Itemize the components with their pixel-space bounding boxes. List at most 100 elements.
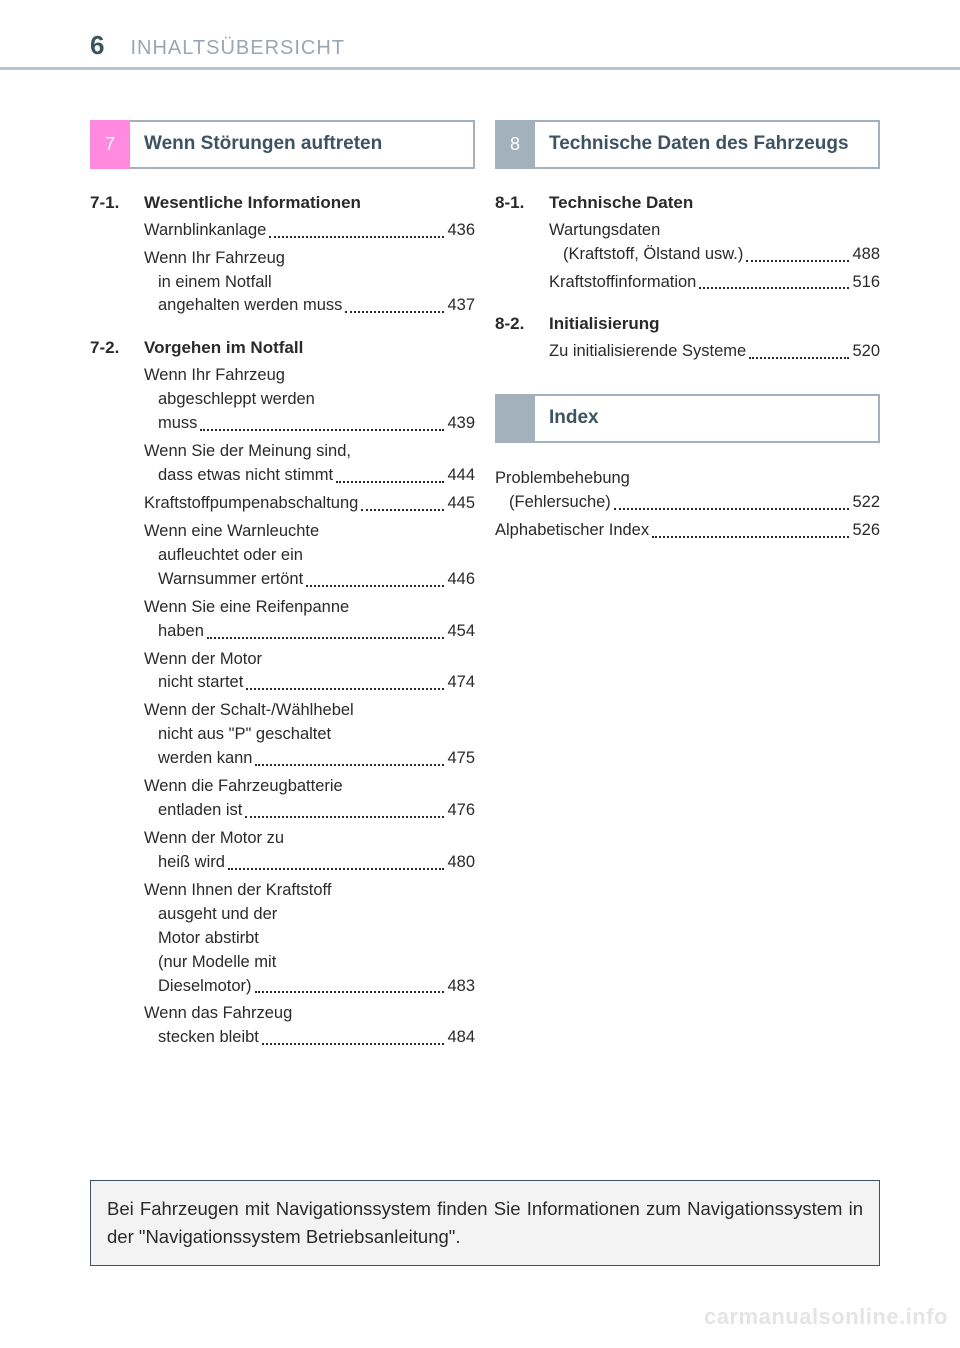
toc-entry-line: nicht aus "P" geschaltet (144, 723, 475, 747)
toc-entry-row: Dieselmotor) 483 (144, 975, 475, 999)
toc-entry-row: (Kraftstoff, Ölstand usw.)488 (549, 243, 880, 267)
toc-entry-line: Wenn eine Warnleuchte (144, 520, 475, 544)
toc-entry-text: Kraftstoffpumpenabschaltung (144, 492, 358, 516)
toc-subsection-head: 7-1.Wesentliche Informationen (90, 193, 475, 213)
toc-page-ref: 484 (447, 1026, 475, 1050)
toc-entry: Wenn Ihnen der Kraftstoffausgeht und der… (144, 879, 475, 1003)
toc-page-ref: 454 (447, 620, 475, 644)
toc-entry-row: (Fehlersuche)522 (495, 491, 880, 515)
toc-entry: Kraftstoffinformation516 (549, 271, 880, 299)
toc-page-ref: 474 (447, 671, 475, 695)
toc-leader-dots (614, 508, 850, 510)
toc-leader-dots (652, 536, 849, 538)
toc-entry-row: Zu initialisierende Systeme520 (549, 340, 880, 364)
toc-subsection-title: Vorgehen im Notfall (144, 338, 475, 358)
toc-entry-line: abgeschleppt werden (144, 388, 475, 412)
page: 6 INHALTSÜBERSICHT 7 Wenn Störungen auft… (0, 0, 960, 1348)
toc-entry: Wartungsdaten(Kraftstoff, Ölstand usw.)4… (549, 219, 880, 271)
toc-entry-row: stecken bleibt 484 (144, 1026, 475, 1050)
page-number: 6 (90, 30, 104, 61)
index-title: Index (535, 394, 880, 443)
toc-entry-line: Wenn der Motor (144, 648, 475, 672)
toc-entry-line: Wenn Ihr Fahrzeug (144, 247, 475, 271)
toc-subsection-number: 8-1. (495, 193, 549, 213)
toc-entry-line: in einem Notfall (144, 271, 475, 295)
toc-entry-text: Kraftstoffinformation (549, 271, 696, 295)
toc-entry-text: angehalten werden muss (144, 294, 342, 318)
toc-page-ref: 439 (447, 412, 475, 436)
toc-page-ref: 480 (447, 851, 475, 875)
toc-entry-row: Alphabetischer Index526 (495, 519, 880, 543)
toc-page-ref: 437 (447, 294, 475, 318)
toc-leader-dots (200, 429, 444, 431)
toc-page-ref: 475 (447, 747, 475, 771)
left-groups: 7-1.Wesentliche Informationen Warnblinkan… (90, 193, 475, 1055)
toc-entry-text: Alphabetischer Index (495, 519, 649, 543)
toc-entry-text: werden kann (144, 747, 252, 771)
footer-note: Bei Fahrzeugen mit Navigationssystem fin… (90, 1180, 880, 1266)
toc-page-ref: 483 (447, 975, 475, 999)
toc-entry-row: Kraftstoffpumpenabschaltung 445 (144, 492, 475, 516)
toc-entry-text: haben (144, 620, 204, 644)
toc-subsection-number: 8-2. (495, 314, 549, 334)
toc-entry-line: Wenn der Motor zu (144, 827, 475, 851)
toc-entry-line: (nur Modelle mit (144, 951, 475, 975)
toc-leader-dots (255, 991, 445, 993)
toc-entry-text: Warnsummer ertönt (144, 568, 303, 592)
toc-leader-dots (336, 481, 444, 483)
section-8-title: Technische Daten des Fahrzeugs (535, 120, 880, 169)
toc-entry: Problembehebung(Fehlersuche)522 (495, 467, 880, 519)
toc-page-ref: 522 (852, 491, 880, 515)
toc-entry-text: Warnblinkanlage (144, 219, 266, 243)
watermark: carmanualsonline.info (704, 1304, 948, 1330)
toc-leader-dots (228, 868, 445, 870)
toc-entry-line: Wenn das Fahrzeug (144, 1002, 475, 1026)
toc-entry: Kraftstoffpumpenabschaltung 445 (144, 492, 475, 520)
toc-subsection-title: Technische Daten (549, 193, 880, 213)
toc-entry-line: Wartungsdaten (549, 219, 880, 243)
section-7-number: 7 (90, 120, 130, 169)
toc-entry-text: Dieselmotor) (144, 975, 252, 999)
toc-entry-text: dass etwas nicht stimmt (144, 464, 333, 488)
index-entries: Problembehebung(Fehlersuche)522Alphabeti… (495, 467, 880, 547)
toc-entry: Warnblinkanlage436 (144, 219, 475, 247)
toc-leader-dots (306, 585, 444, 587)
toc-entry: Wenn der Motor zuheiß wird480 (144, 827, 475, 879)
right-column: 8 Technische Daten des Fahrzeugs 8-1.Tec… (495, 120, 880, 1054)
toc-entry: Wenn die Fahrzeugbatterieentladen ist476 (144, 775, 475, 827)
toc-entry-text: (Kraftstoff, Ölstand usw.) (549, 243, 743, 267)
toc-entry: Zu initialisierende Systeme520 (549, 340, 880, 368)
toc-entry-row: werden kann 475 (144, 747, 475, 771)
toc-entry-row: Warnsummer ertönt446 (144, 568, 475, 592)
toc-entry-row: heiß wird480 (144, 851, 475, 875)
toc-leader-dots (245, 816, 444, 818)
toc-entry-text: muss (144, 412, 197, 436)
toc-entry: Wenn Sie eine Reifenpannehaben 454 (144, 596, 475, 648)
toc-page-ref: 444 (447, 464, 475, 488)
toc-entry-line: ausgeht und der (144, 903, 475, 927)
toc-entry-line: Wenn Sie der Meinung sind, (144, 440, 475, 464)
toc-entry: Wenn Ihr Fahrzeugabgeschleppt werdenmuss… (144, 364, 475, 440)
toc-page-ref: 520 (852, 340, 880, 364)
content-columns: 7 Wenn Störungen auftreten 7-1.Wesentlic… (90, 120, 880, 1054)
toc-leader-dots (262, 1043, 445, 1045)
toc-entry: Wenn der Schalt-/Wählhebelnicht aus "P" … (144, 699, 475, 775)
toc-entry-line: Wenn der Schalt-/Wählhebel (144, 699, 475, 723)
toc-leader-dots (749, 357, 849, 359)
toc-entry-row: haben 454 (144, 620, 475, 644)
index-box: Index (495, 394, 880, 443)
toc-page-ref: 445 (447, 492, 475, 516)
left-column: 7 Wenn Störungen auftreten 7-1.Wesentlic… (90, 120, 475, 1054)
index-spacer (495, 394, 535, 443)
toc-entry-line: Wenn Sie eine Reifenpanne (144, 596, 475, 620)
toc-entry-text: stecken bleibt (144, 1026, 259, 1050)
section-8-box: 8 Technische Daten des Fahrzeugs (495, 120, 880, 169)
toc-leader-dots (269, 236, 444, 238)
toc-entry-line: Problembehebung (495, 467, 880, 491)
toc-subsection-head: 8-1.Technische Daten (495, 193, 880, 213)
section-7-box: 7 Wenn Störungen auftreten (90, 120, 475, 169)
toc-subsection-number: 7-1. (90, 193, 144, 213)
toc-leader-dots (345, 311, 444, 313)
toc-subsection-head: 8-2.Initialisierung (495, 314, 880, 334)
toc-entry-row: angehalten werden muss 437 (144, 294, 475, 318)
